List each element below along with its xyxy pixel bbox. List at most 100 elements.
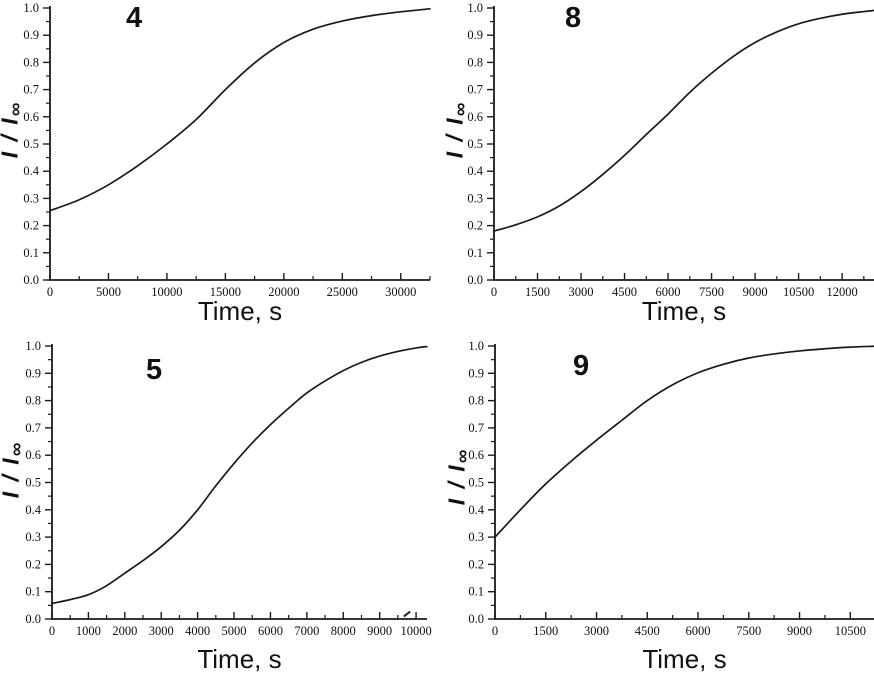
data-curve <box>51 345 428 605</box>
y-tick-label: 0.6 <box>467 110 483 124</box>
x-tick-label: 0 <box>49 624 55 638</box>
y-axis-title: I / I∞ <box>439 66 478 196</box>
y-ticks: 0.0 0.1 0.2 0.3 0.4 0.5 0.6 0.7 0.8 0.9 1.0 <box>23 1 50 287</box>
y-tick-label: 0.0 <box>25 612 41 626</box>
infinity-symbol: ∞ <box>6 442 28 457</box>
y-tick-label: 0.2 <box>23 219 39 233</box>
x-tick-label: 3000 <box>149 624 174 638</box>
y-tick-label: 0.0 <box>468 612 484 626</box>
panel-number-label: 8 <box>565 2 582 34</box>
x-tick-label: 3000 <box>569 285 594 299</box>
y-tick-label: 0.8 <box>467 55 483 69</box>
y-tick-label: 0.2 <box>25 557 41 571</box>
x-tick-label: 0 <box>47 285 53 299</box>
y-tick-label: 0.9 <box>468 366 484 380</box>
x-tick-label: 7500 <box>736 624 761 638</box>
y-tick-label: 0.3 <box>25 530 41 544</box>
x-tick-label: 1500 <box>525 285 550 299</box>
x-tick-label: 9000 <box>367 624 392 638</box>
y-tick-label: 0.1 <box>467 246 483 260</box>
y-tick-label: 0.3 <box>23 191 39 205</box>
x-tick-label: 30000 <box>385 285 416 299</box>
y-axis-title-text: I / I <box>0 456 24 499</box>
y-tick-label: 0.2 <box>468 557 484 571</box>
x-tick-label: 10500 <box>783 285 814 299</box>
y-tick-label: 0.9 <box>467 28 483 42</box>
plot-axes-4: 0 5000 10000 15000 20000 25000 300000.00.10.20… <box>23 1 431 299</box>
y-tick-label: 0.3 <box>468 530 484 544</box>
y-tick-label: 0.5 <box>468 476 484 490</box>
y-ticks: 0.0 0.1 0.2 0.3 0.4 0.5 0.6 0.7 0.8 0.9 1.0 <box>467 1 494 287</box>
y-axis-title-text: I / I <box>0 116 23 158</box>
x-tick-label: 4500 <box>635 624 660 638</box>
x-ticks: 0 5000 10000 15000 20000 25000 30000 <box>47 273 431 299</box>
y-tick-label: 0.5 <box>25 476 41 490</box>
x-tick-label: 6000 <box>686 624 711 638</box>
data-curve <box>49 7 431 212</box>
panel-number-label: 9 <box>573 350 590 382</box>
y-tick-label: 0.5 <box>467 137 483 151</box>
x-tick-label: 15000 <box>210 285 241 299</box>
x-tick-label: 1500 <box>533 624 558 638</box>
y-tick-label: 0.8 <box>25 394 41 408</box>
x-axis-title: Time, s <box>641 296 727 326</box>
y-tick-label: 0.2 <box>467 219 483 233</box>
y-tick-label: 0.7 <box>467 83 483 97</box>
y-tick-label: 1.0 <box>23 1 39 15</box>
x-tick-label: 2000 <box>112 624 137 638</box>
y-tick-label: 0.7 <box>468 421 484 435</box>
x-tick-label: 3000 <box>584 624 609 638</box>
y-tick-label: 0.4 <box>25 503 41 517</box>
y-tick-label: 0.7 <box>25 421 41 435</box>
x-tick-label: 25000 <box>327 285 358 299</box>
infinity-symbol: ∞ <box>450 102 472 117</box>
x-ticks: 0 1000 2000 3000 4000 5000 6000 7000 8000 9000 100… <box>49 612 432 638</box>
x-tick-label: 0 <box>492 624 498 638</box>
y-tick-label: 1.0 <box>467 1 483 15</box>
x-tick-label: 6000 <box>656 285 681 299</box>
data-curve <box>494 345 874 538</box>
x-tick-label: 9000 <box>743 285 768 299</box>
y-tick-label: 0.8 <box>23 55 39 69</box>
x-tick-label: 1000 <box>76 624 101 638</box>
x-tick-label: 10500 <box>835 624 866 638</box>
x-tick-label: 7000 <box>294 624 319 638</box>
y-axis-title: I / I∞ <box>0 66 33 196</box>
plot-axes-8: 0 1500 3000 4500 6000 7500 9000 10500 120000.00.… <box>467 1 874 299</box>
panel-number-label: 4 <box>126 2 143 34</box>
x-ticks: 0 1500 3000 4500 6000 7500 9000 10500 <box>492 612 866 638</box>
x-axis-title: Time, s <box>642 644 727 674</box>
data-curve <box>493 9 874 232</box>
x-tick-label: 5000 <box>96 285 121 299</box>
y-tick-label: 0.0 <box>467 273 483 287</box>
y-tick-label: 0.6 <box>25 448 41 462</box>
x-tick-label: 20000 <box>268 285 299 299</box>
y-tick-label: 0.1 <box>468 585 484 599</box>
y-tick-label: 0.1 <box>25 585 41 599</box>
y-tick-label: 0.9 <box>23 28 39 42</box>
y-tick-label: 0.6 <box>468 448 484 462</box>
y-axis-title: I / I∞ <box>0 406 34 536</box>
x-tick-label: 8000 <box>331 624 356 638</box>
plot-panel-4: 0 5000 10000 15000 20000 25000 30000 0.0 0.1 0.2 0… <box>0 0 437 337</box>
y-axis-title: I / I∞ <box>441 413 480 543</box>
plot-axes-5: 0 1000 2000 3000 4000 5000 6000 7000 8000 9000 100… <box>25 339 432 638</box>
x-tick-label: 4500 <box>612 285 637 299</box>
y-tick-label: 0.7 <box>23 83 39 97</box>
axis-lines <box>51 344 427 620</box>
x-axis-title: Time, s <box>197 644 282 674</box>
plot-axes-9: 0 1500 3000 4500 6000 7500 9000 105000.00.10.20… <box>468 339 874 638</box>
y-tick-label: 0.9 <box>25 366 41 380</box>
infinity-symbol: ∞ <box>5 102 27 117</box>
x-ticks: 0 1500 3000 4500 6000 7500 9000 10500 12000 <box>491 273 865 299</box>
y-tick-label: 0.4 <box>23 164 39 178</box>
y-axis-title-text: I / I <box>441 116 468 159</box>
infinity-symbol: ∞ <box>452 449 474 464</box>
x-tick-label: 6000 <box>258 624 283 638</box>
x-tick-label: 10000 <box>400 624 431 638</box>
y-tick-label: 0.0 <box>23 273 39 287</box>
x-tick-label: 10000 <box>151 285 182 299</box>
axis-lines <box>49 6 430 281</box>
y-ticks: 0.0 0.1 0.2 0.3 0.4 0.5 0.6 0.7 0.8 0.9 1.0 <box>25 339 52 626</box>
